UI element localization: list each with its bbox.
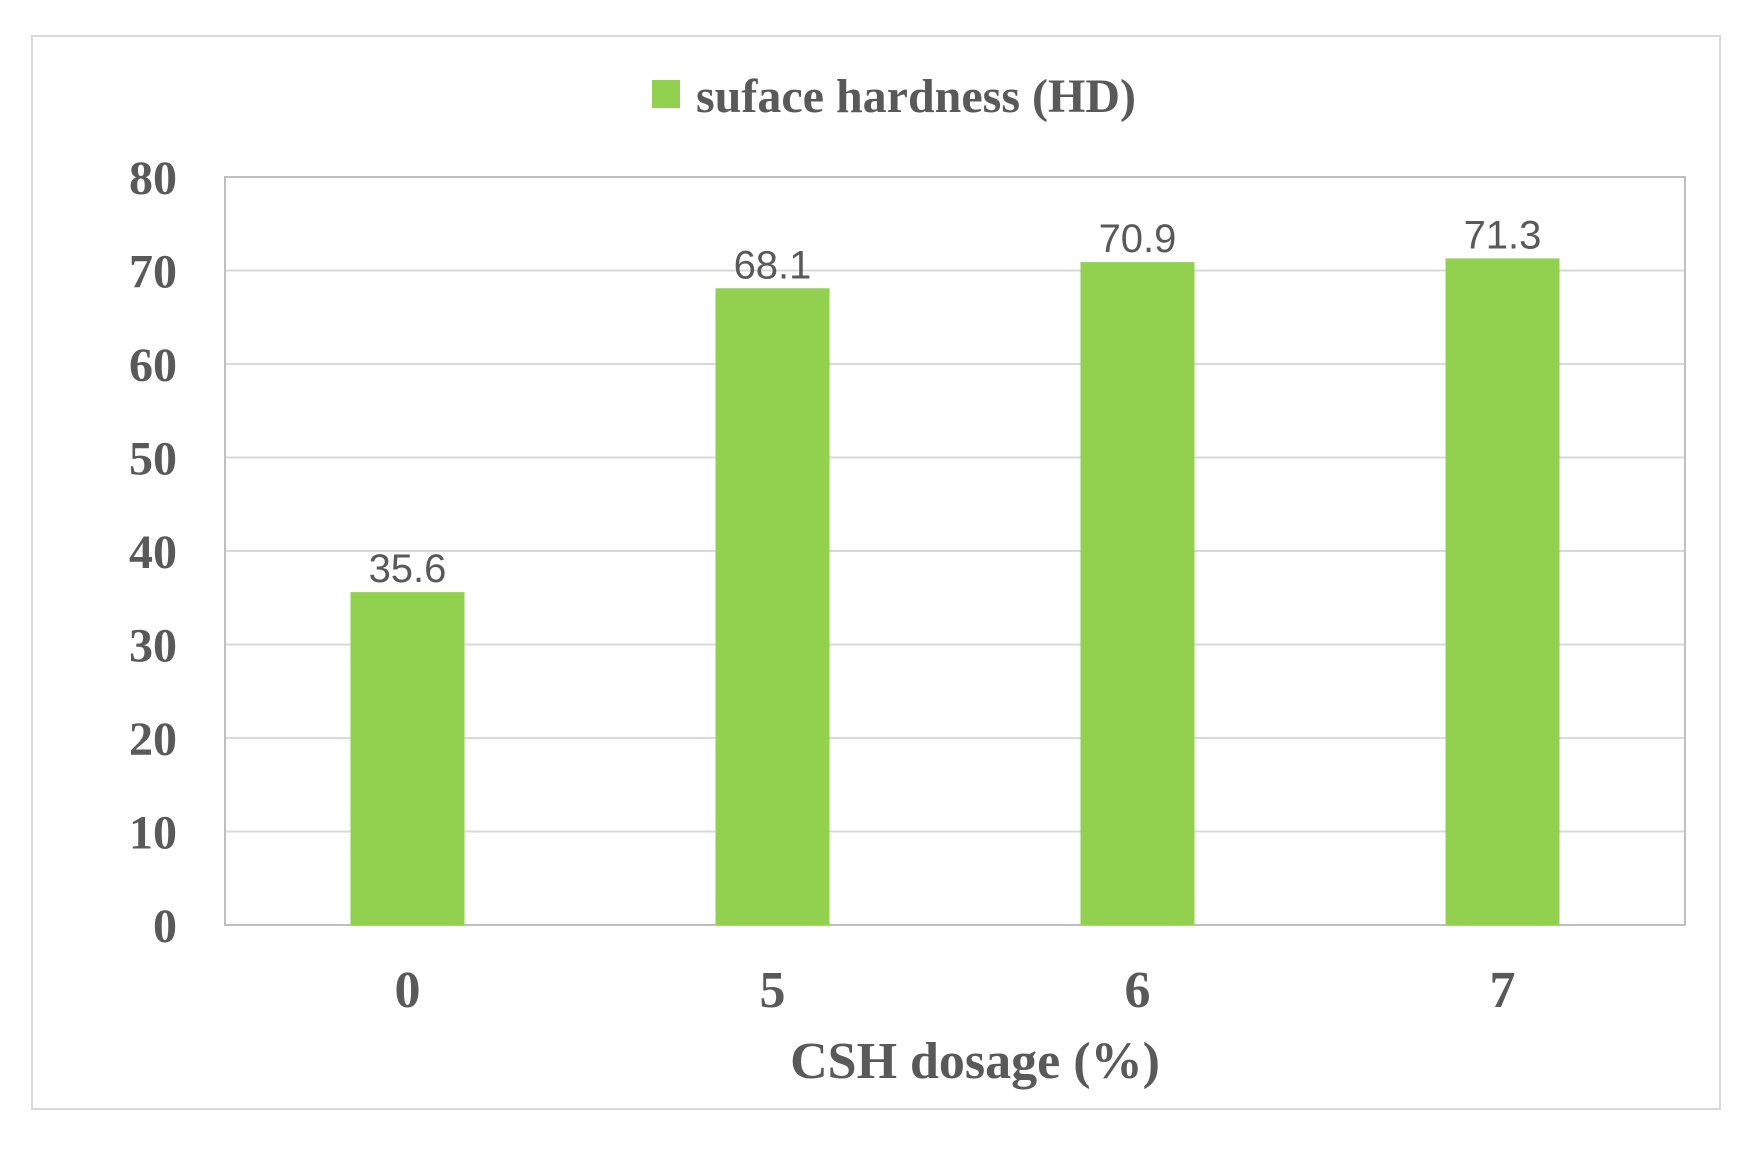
y-axis-tick-labels: 0 10 20 30 40 50 60 70 80	[129, 152, 177, 953]
bar-7	[1445, 258, 1560, 926]
x-axis-title: CSH dosage (%)	[790, 1033, 1160, 1090]
x-tick-label-5: 5	[760, 962, 786, 1019]
y-tick-label-0: 0	[153, 900, 177, 953]
x-tick-label-0: 0	[395, 962, 421, 1019]
x-tick-label-7: 7	[1490, 962, 1516, 1019]
y-tick-label-50: 50	[129, 433, 177, 486]
bar-0	[350, 592, 465, 925]
y-tick-label-10: 10	[129, 807, 177, 860]
data-label-5: 68.1	[734, 243, 812, 287]
chart-frame	[31, 35, 1721, 1110]
data-label-0: 35.6	[369, 547, 447, 591]
data-labels: 35.6 68.1 70.9 71.3	[369, 213, 1542, 591]
bar-5	[715, 288, 830, 925]
y-tick-label-60: 60	[129, 339, 177, 392]
bar-6	[1080, 262, 1195, 926]
gridlines	[225, 269, 1685, 833]
plot-area-border	[224, 176, 1686, 926]
bars	[350, 258, 1560, 926]
y-tick-label-40: 40	[129, 526, 177, 579]
y-tick-label-70: 70	[129, 246, 177, 299]
x-axis-tick-labels: 0 5 6 7	[395, 962, 1516, 1019]
data-label-6: 70.9	[1099, 217, 1177, 261]
y-tick-label-80: 80	[129, 152, 177, 205]
legend-swatch	[652, 80, 680, 108]
legend: suface hardness (HD)	[652, 70, 1136, 123]
data-label-7: 71.3	[1464, 213, 1542, 257]
x-tick-label-6: 6	[1125, 962, 1151, 1019]
y-tick-label-30: 30	[129, 620, 177, 673]
legend-label-suface-hardness: suface hardness (HD)	[696, 70, 1136, 123]
y-tick-label-20: 20	[129, 713, 177, 766]
